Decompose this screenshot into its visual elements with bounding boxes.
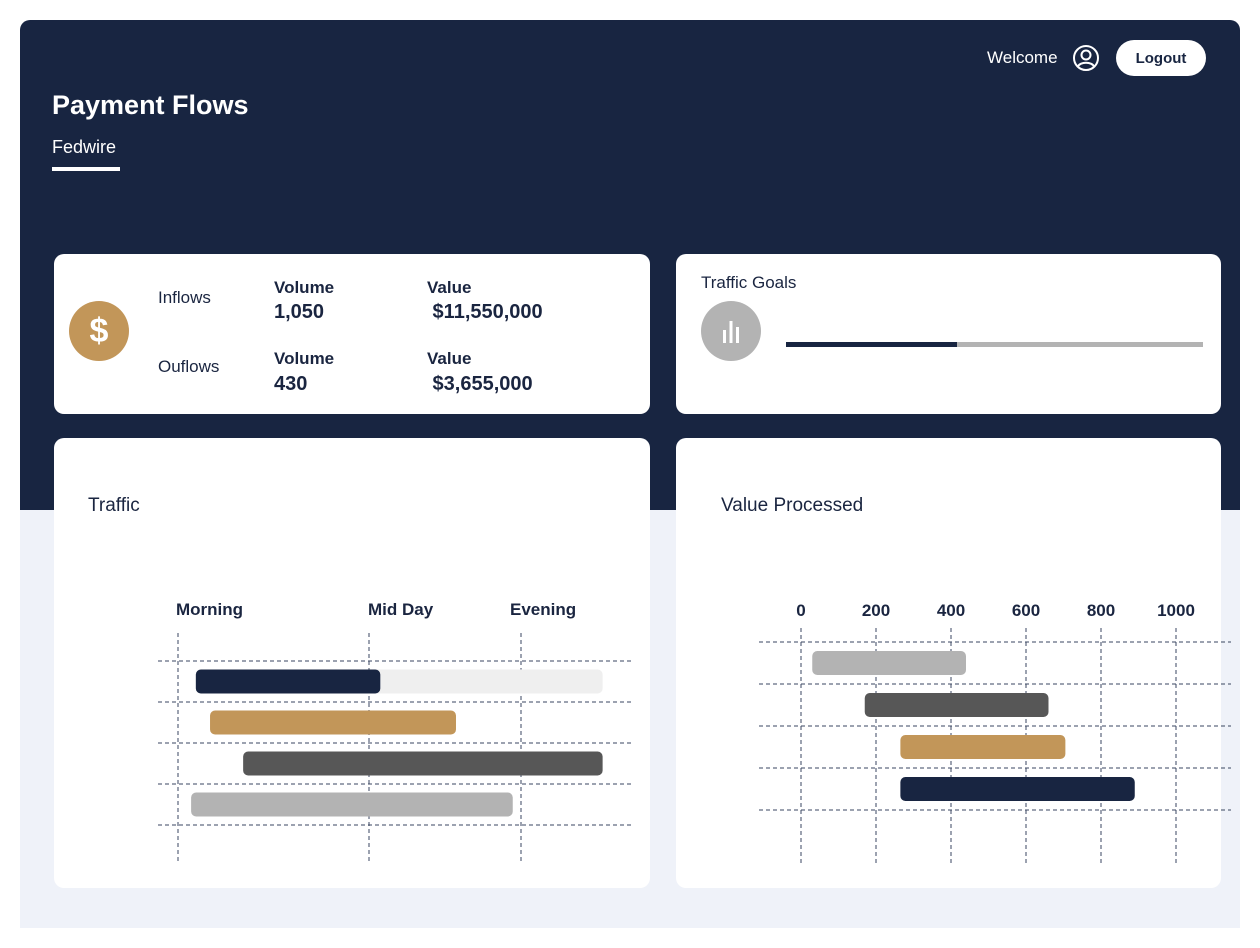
logout-button[interactable]: Logout [1116, 40, 1206, 76]
traffic-bar [191, 792, 513, 817]
value-tick-label: 400 [937, 601, 965, 620]
traffic-chart-card: Traffic Morning Mid Day Evening [54, 438, 650, 888]
traffic-goal-progress-bar [786, 342, 1203, 347]
outflows-volume-label: Volume [274, 349, 335, 368]
outflows-value-label: Value [427, 349, 472, 368]
user-icon[interactable] [1072, 44, 1100, 72]
traffic-goals-card: Traffic Goals [676, 254, 1221, 414]
inflows-label: Inflows [158, 288, 211, 307]
value-tick-label: 600 [1012, 601, 1040, 620]
value-bar [900, 777, 1135, 801]
value-bar [864, 693, 1049, 717]
value-bar [812, 651, 966, 675]
value-tick-label: 1000 [1157, 601, 1195, 620]
app-frame: Welcome Logout Payment Flows Fedwire $ I… [20, 20, 1240, 928]
inflows-volume-label: Volume [274, 278, 335, 297]
traffic-goal-progress-fill [786, 342, 957, 347]
outflows-value-amount: $3,655,000 [427, 373, 533, 395]
traffic-tick-label: Evening [510, 600, 576, 619]
inflows-volume-value: 1,050 [274, 301, 325, 323]
flows-summary-card: $ Inflows Volume 1,050 Value $11,550,000… [54, 254, 650, 414]
value-bar [900, 735, 1066, 759]
traffic-tick-label: Morning [176, 600, 243, 619]
value-tick-label: 200 [862, 601, 890, 620]
dollar-icon: $ [69, 301, 129, 361]
value-processed-card: Value Processed 0 200 400 600 800 1000 [676, 438, 1231, 888]
traffic-tick-label: Mid Day [368, 600, 434, 619]
traffic-bar [210, 710, 456, 735]
page-title: Payment Flows [52, 90, 249, 120]
tab-fedwire[interactable]: Fedwire [52, 137, 121, 171]
value-tick-label: 0 [796, 601, 805, 620]
value-processed-title: Value Processed [721, 495, 864, 516]
traffic-chart-title: Traffic [88, 495, 140, 516]
traffic-bar [243, 751, 603, 776]
value-processed-chart: 0 200 400 600 800 1000 [759, 601, 1231, 864]
traffic-bar [195, 669, 381, 694]
bar-chart-icon [701, 301, 761, 361]
traffic-chart: Morning Mid Day Evening [158, 600, 631, 864]
value-tick-label: 800 [1087, 601, 1115, 620]
welcome-text: Welcome [987, 48, 1058, 67]
outflows-volume-value: 430 [274, 373, 308, 395]
traffic-goals-title: Traffic Goals [701, 273, 797, 292]
outflows-label: Ouflows [158, 357, 220, 376]
inflows-value-amount: $11,550,000 [427, 301, 543, 323]
inflows-value-label: Value [427, 278, 472, 297]
